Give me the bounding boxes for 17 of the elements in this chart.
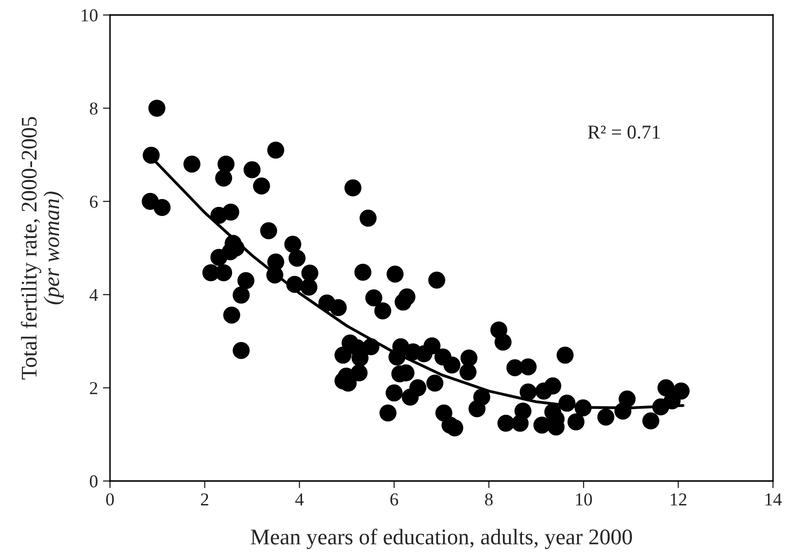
- x-tick-label: 2: [200, 493, 208, 506]
- x-tick-label: 6: [390, 493, 398, 506]
- y-axis-title: Total fertility rate, 2000-2005 (per woman): [20, 116, 64, 380]
- x-tick-label: 10: [576, 493, 592, 506]
- y-tick-label: 8: [90, 102, 98, 115]
- y-tick-label: 6: [90, 196, 98, 208]
- annotation: R² = 0.71: [588, 126, 660, 139]
- x-tick-label: 12: [670, 493, 686, 506]
- x-tick-label: 8: [485, 493, 493, 506]
- x-tick-label: 4: [295, 493, 304, 506]
- x-tick-label: 14: [766, 493, 782, 506]
- y-tick-label: 10: [82, 9, 98, 22]
- y-tick-label: 2: [90, 382, 98, 394]
- x-axis-title: Mean years of education, adults, year 2000: [250, 528, 632, 550]
- y-tick-label: 4: [90, 288, 98, 301]
- y-tick-label: 0: [90, 475, 98, 488]
- x-tick-label: 0: [106, 493, 114, 506]
